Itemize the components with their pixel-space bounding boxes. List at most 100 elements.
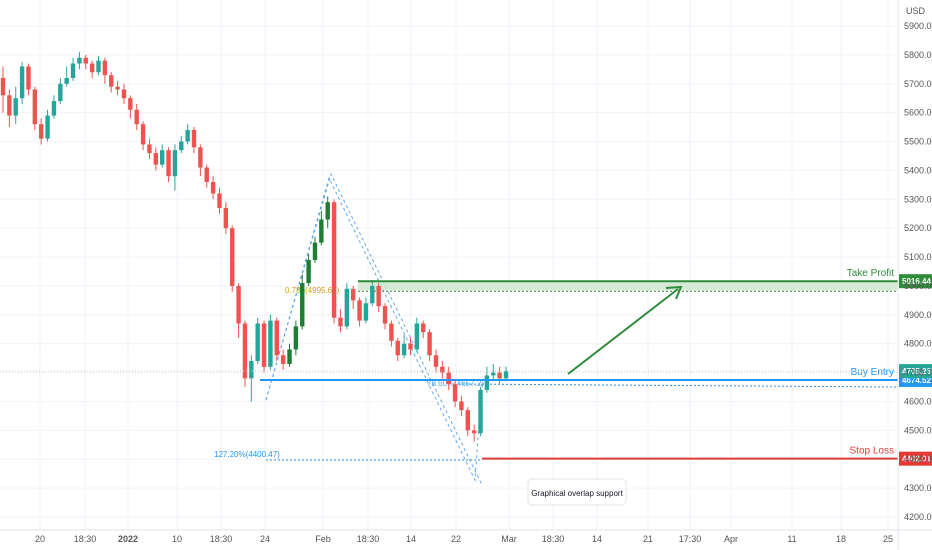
time-tick-label: 14 bbox=[592, 534, 602, 544]
time-tick-label: 2022 bbox=[118, 534, 138, 544]
price-tick-label: 4800.00 bbox=[904, 339, 932, 349]
candle-body bbox=[491, 372, 496, 376]
projection-arrow bbox=[567, 285, 683, 375]
time-tick-label: Mar bbox=[501, 534, 517, 544]
candle-body bbox=[0, 77, 6, 96]
candle-body bbox=[89, 63, 95, 73]
candle-body bbox=[382, 306, 388, 324]
time-tick-label: 18:30 bbox=[542, 534, 565, 544]
price-tick-label: 5200.00 bbox=[904, 223, 932, 233]
price-tick-label: 5700.00 bbox=[904, 79, 932, 89]
time-tick-label: 22 bbox=[451, 534, 461, 544]
level-price-label: 4402.01 bbox=[902, 455, 931, 464]
level-price-label: 5016.44 bbox=[902, 277, 931, 286]
candle-body bbox=[274, 320, 279, 356]
price-axis[interactable]: USD 5900.00 5800.00 5700.00 5600.00 5500.00 54… bbox=[897, 0, 932, 550]
time-tick-label: 18:30 bbox=[210, 534, 233, 544]
candle-body bbox=[45, 115, 50, 139]
candle-body bbox=[7, 95, 12, 116]
time-tick-label: 18 bbox=[836, 534, 846, 544]
candle-body bbox=[350, 288, 356, 301]
candle-body bbox=[204, 167, 209, 182]
candle-body bbox=[147, 144, 152, 154]
candle-body bbox=[280, 355, 286, 364]
candle-body bbox=[179, 141, 184, 151]
candle-body bbox=[440, 366, 445, 373]
current-price-label: 4705.26 bbox=[902, 367, 931, 376]
candle-body bbox=[389, 323, 394, 341]
candle-body bbox=[255, 323, 260, 362]
projection-arrow-head bbox=[665, 285, 683, 300]
candle-body bbox=[32, 89, 38, 125]
level-price-badge bbox=[899, 274, 932, 289]
candle-body bbox=[261, 323, 267, 367]
candle-body bbox=[140, 124, 146, 145]
candle-body bbox=[312, 242, 318, 260]
candle-body bbox=[13, 98, 18, 116]
candle-body bbox=[83, 57, 88, 64]
candle-body bbox=[471, 430, 477, 434]
harmonic-pattern: 127.20%(4400.47) 78.60%(4657.2) 0.786(4995… bbox=[214, 172, 899, 486]
candle-body bbox=[249, 361, 254, 379]
candle-body bbox=[497, 372, 502, 379]
take-profit-zone bbox=[358, 281, 898, 292]
price-tick-label: 5900.00 bbox=[904, 21, 932, 31]
candle-body bbox=[58, 83, 63, 102]
fib-127-label: 127.20%(4400.47) bbox=[214, 450, 280, 459]
candle-body bbox=[159, 150, 165, 165]
candle-body bbox=[230, 228, 235, 286]
candle-body bbox=[223, 207, 229, 229]
price-levels: Take Profit 5016.44 Buy Entry 4674.52 Stop L… bbox=[0, 268, 932, 466]
callout-box bbox=[527, 478, 627, 506]
candle-body bbox=[478, 389, 483, 434]
time-tick-label: 10 bbox=[172, 534, 182, 544]
fib-786-tp-label: 0.786(4995.65) bbox=[285, 286, 340, 295]
overlap-support-callout: Graphical overlap support bbox=[527, 478, 627, 506]
pattern-leg-inner bbox=[265, 176, 483, 482]
level-name: Buy Entry bbox=[851, 367, 894, 378]
level-price-badge bbox=[899, 451, 932, 466]
candle-body bbox=[370, 285, 375, 304]
candle-body bbox=[172, 150, 178, 177]
price-tick-label: 5600.00 bbox=[904, 108, 932, 118]
candle-body bbox=[166, 150, 171, 177]
candle-body bbox=[452, 384, 458, 402]
candle-body bbox=[325, 202, 330, 220]
candle-body bbox=[115, 86, 120, 90]
candle-body bbox=[185, 129, 190, 142]
candle-body bbox=[319, 219, 324, 243]
price-tick-label: 5100.00 bbox=[904, 252, 932, 262]
candle-body bbox=[459, 401, 464, 411]
take-profit-zone-fill bbox=[358, 281, 898, 291]
candle-body bbox=[363, 303, 369, 321]
candle-body bbox=[121, 89, 127, 99]
price-tick-label: 5300.00 bbox=[904, 194, 932, 204]
candle-body bbox=[427, 332, 432, 356]
candle-body bbox=[484, 375, 490, 390]
price-tick-label: 4700.00 bbox=[904, 368, 932, 378]
candle-body bbox=[357, 300, 362, 321]
candle-body bbox=[414, 323, 420, 350]
time-tick-label: Apr bbox=[724, 534, 738, 544]
time-tick-label: 21 bbox=[643, 534, 653, 544]
candle-body bbox=[217, 193, 222, 208]
candle-body bbox=[70, 63, 76, 78]
current-price-badge bbox=[899, 364, 932, 379]
time-axis[interactable]: 20 18:30 2022 10 18:30 24 Feb 18:30 14 22 Mar 18:30… bbox=[0, 529, 932, 544]
projection-arrow-line bbox=[567, 288, 679, 375]
fib-786-buy-line bbox=[457, 383, 899, 388]
candle-body bbox=[153, 153, 159, 165]
level-name: Take Profit bbox=[847, 268, 894, 279]
candle-body bbox=[191, 129, 197, 148]
candle-body bbox=[344, 288, 350, 327]
time-tick-label: 11 bbox=[787, 534, 796, 544]
candle-body bbox=[421, 323, 426, 333]
candle-body bbox=[503, 371, 509, 379]
candle-body bbox=[134, 109, 139, 125]
candle-body bbox=[300, 283, 305, 327]
currency-label: USD bbox=[906, 6, 926, 16]
fib-786-buy-label: 78.60%(4657.2) bbox=[427, 379, 484, 388]
candle-body bbox=[242, 323, 248, 379]
candle-body bbox=[109, 75, 114, 87]
